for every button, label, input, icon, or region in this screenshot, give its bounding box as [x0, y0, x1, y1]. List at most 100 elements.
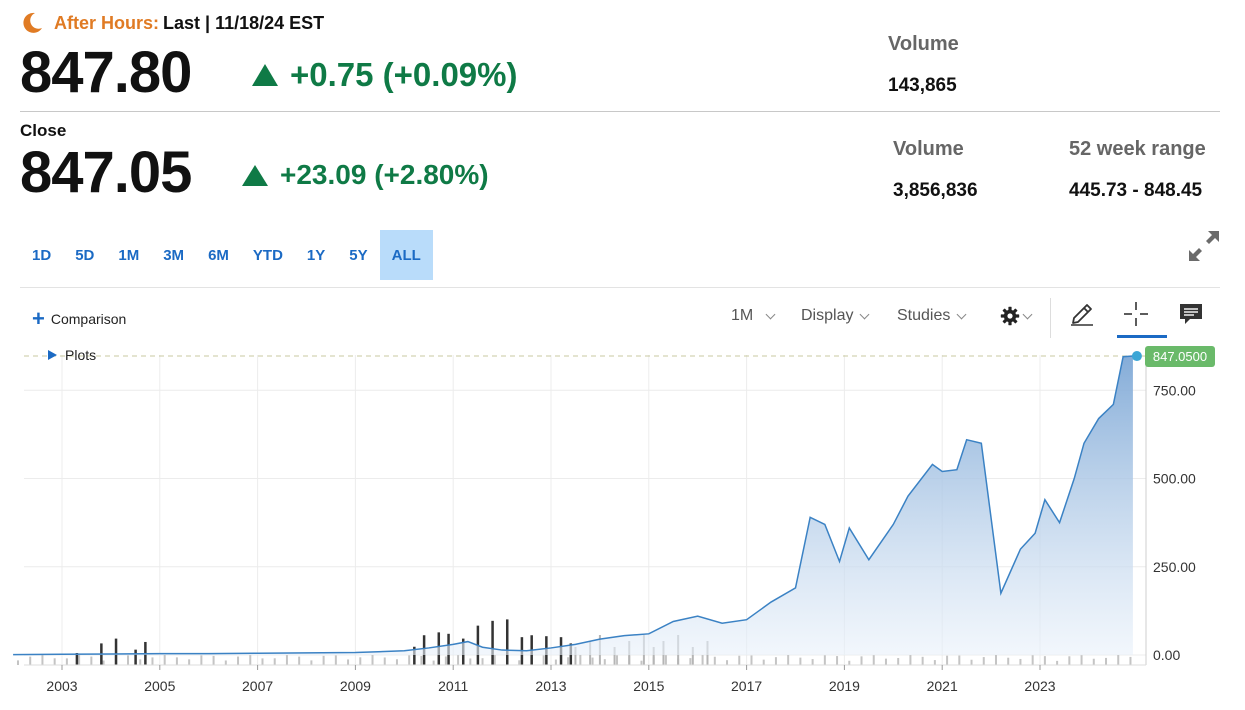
volume-bar	[237, 656, 240, 665]
volume-bar	[151, 657, 154, 665]
volume-bar	[738, 655, 741, 665]
volume-bar	[102, 660, 105, 665]
y-tick-label: 750.00	[1153, 382, 1196, 398]
volume-bar	[273, 658, 276, 665]
range-button-1d[interactable]: 1D	[32, 246, 52, 264]
range-button-1y[interactable]: 1Y	[306, 246, 326, 264]
studies-label: Studies	[897, 307, 951, 324]
after-hours-timestamp: Last | 11/18/24 EST	[163, 12, 325, 33]
volume-bar	[41, 655, 44, 665]
volume-bar	[298, 656, 301, 665]
volume-bar	[249, 655, 252, 665]
volume-bar	[200, 655, 203, 665]
volume-bar	[359, 657, 362, 665]
volume-bar	[689, 658, 692, 665]
range-button-all[interactable]: ALL	[379, 230, 433, 280]
studies-dropdown[interactable]: Studies	[897, 303, 967, 329]
price-series	[13, 355, 1133, 656]
toolbar-divider	[20, 287, 1220, 288]
volume-bar	[567, 657, 570, 665]
volume-bar	[664, 655, 667, 665]
volume-bar	[554, 659, 557, 665]
after-hours-price: 847.80	[20, 40, 192, 105]
volume-bar	[285, 655, 288, 665]
y-tick-label: 250.00	[1153, 559, 1196, 575]
volume-bar	[469, 658, 472, 665]
volume-bar	[334, 655, 337, 665]
volume-bar-highlight	[413, 646, 416, 665]
range-selector: 1D 5D 1M 3M 6M YTD 1Y 5Y ALL	[20, 230, 433, 280]
volume-bar	[65, 658, 68, 665]
volume-bar-highlight	[75, 653, 79, 665]
chevron-down-icon	[765, 309, 776, 320]
volume-bar	[591, 657, 594, 665]
close-change: +23.09 (+2.80%)	[242, 159, 489, 191]
volume-bar	[408, 655, 411, 665]
close-volume-label: Volume	[893, 138, 964, 160]
volume-bar	[970, 659, 973, 665]
volume-bar	[1043, 656, 1046, 665]
volume-bar	[897, 658, 900, 665]
close-volume-value: 3,856,836	[893, 180, 978, 201]
volume-bar	[946, 655, 949, 665]
comparison-button[interactable]: + Comparison	[32, 308, 126, 330]
interval-label: 1M	[731, 307, 754, 324]
display-dropdown[interactable]: Display	[801, 303, 870, 329]
volume-bar	[78, 655, 81, 665]
volume-bar	[457, 655, 460, 665]
after-hours-change-value: +0.75 (+0.09%)	[290, 56, 518, 93]
pencil-icon[interactable]	[1068, 300, 1096, 328]
volume-bar	[884, 658, 887, 665]
volume-bar	[175, 657, 178, 665]
volume-bar	[127, 655, 130, 665]
crosshair-icon[interactable]	[1122, 300, 1150, 328]
volume-bar	[823, 655, 826, 665]
last-price-tag: 847.0500	[1131, 346, 1215, 368]
close-change-value: +23.09 (+2.80%)	[280, 159, 489, 190]
volume-bar	[872, 655, 875, 665]
volume-bar	[640, 660, 643, 665]
price-line	[13, 355, 1133, 656]
chevron-down-icon	[1022, 309, 1033, 320]
price-chart[interactable]: 0.00 250.00 500.00 750.00 2003 2005 2007 2009 20…	[0, 340, 1245, 710]
volume-bar	[395, 659, 398, 665]
x-tick-label: 2007	[242, 678, 273, 694]
range-button-5y[interactable]: 5Y	[349, 246, 368, 264]
range-button-1m[interactable]: 1M	[118, 246, 140, 264]
range-button-ytd[interactable]: YTD	[252, 246, 283, 264]
last-price-dot	[1131, 351, 1142, 362]
volume-bar-highlight	[134, 649, 137, 665]
range-button-6m[interactable]: 6M	[208, 246, 229, 264]
plus-icon: +	[32, 306, 45, 331]
volume-bar	[163, 655, 166, 665]
settings-dropdown[interactable]	[1000, 303, 1033, 329]
volume-bar	[1056, 660, 1059, 665]
x-tick-label: 2013	[535, 678, 566, 694]
volume-bar	[994, 655, 997, 665]
x-tick-label: 2003	[46, 678, 77, 694]
chevron-down-icon	[860, 309, 870, 320]
volume-bar	[542, 655, 545, 665]
volume-bar	[1031, 655, 1034, 665]
range-button-5d[interactable]: 5D	[75, 246, 95, 264]
volume-bar	[1080, 655, 1083, 665]
play-icon	[48, 350, 57, 360]
volume-bar	[53, 658, 56, 665]
volume-bar	[310, 660, 313, 665]
close-price: 847.05	[20, 140, 192, 205]
range-button-3m[interactable]: 3M	[163, 246, 185, 264]
after-hours-change: +0.75 (+0.09%)	[252, 56, 518, 94]
volume-bar	[1068, 656, 1071, 665]
volume-bar	[1019, 658, 1022, 665]
volume-bar	[579, 655, 582, 665]
volume-bar	[518, 660, 521, 665]
expand-icon[interactable]	[1188, 230, 1220, 262]
plots-toggle[interactable]: Plots	[48, 347, 96, 363]
moon-icon	[23, 12, 42, 33]
volume-bar-highlight	[505, 619, 509, 665]
comment-icon[interactable]	[1177, 300, 1205, 328]
volume-bar	[836, 656, 839, 665]
interval-dropdown[interactable]: 1M	[731, 303, 776, 329]
volume-bar	[713, 656, 716, 665]
volume-bar	[383, 657, 386, 665]
